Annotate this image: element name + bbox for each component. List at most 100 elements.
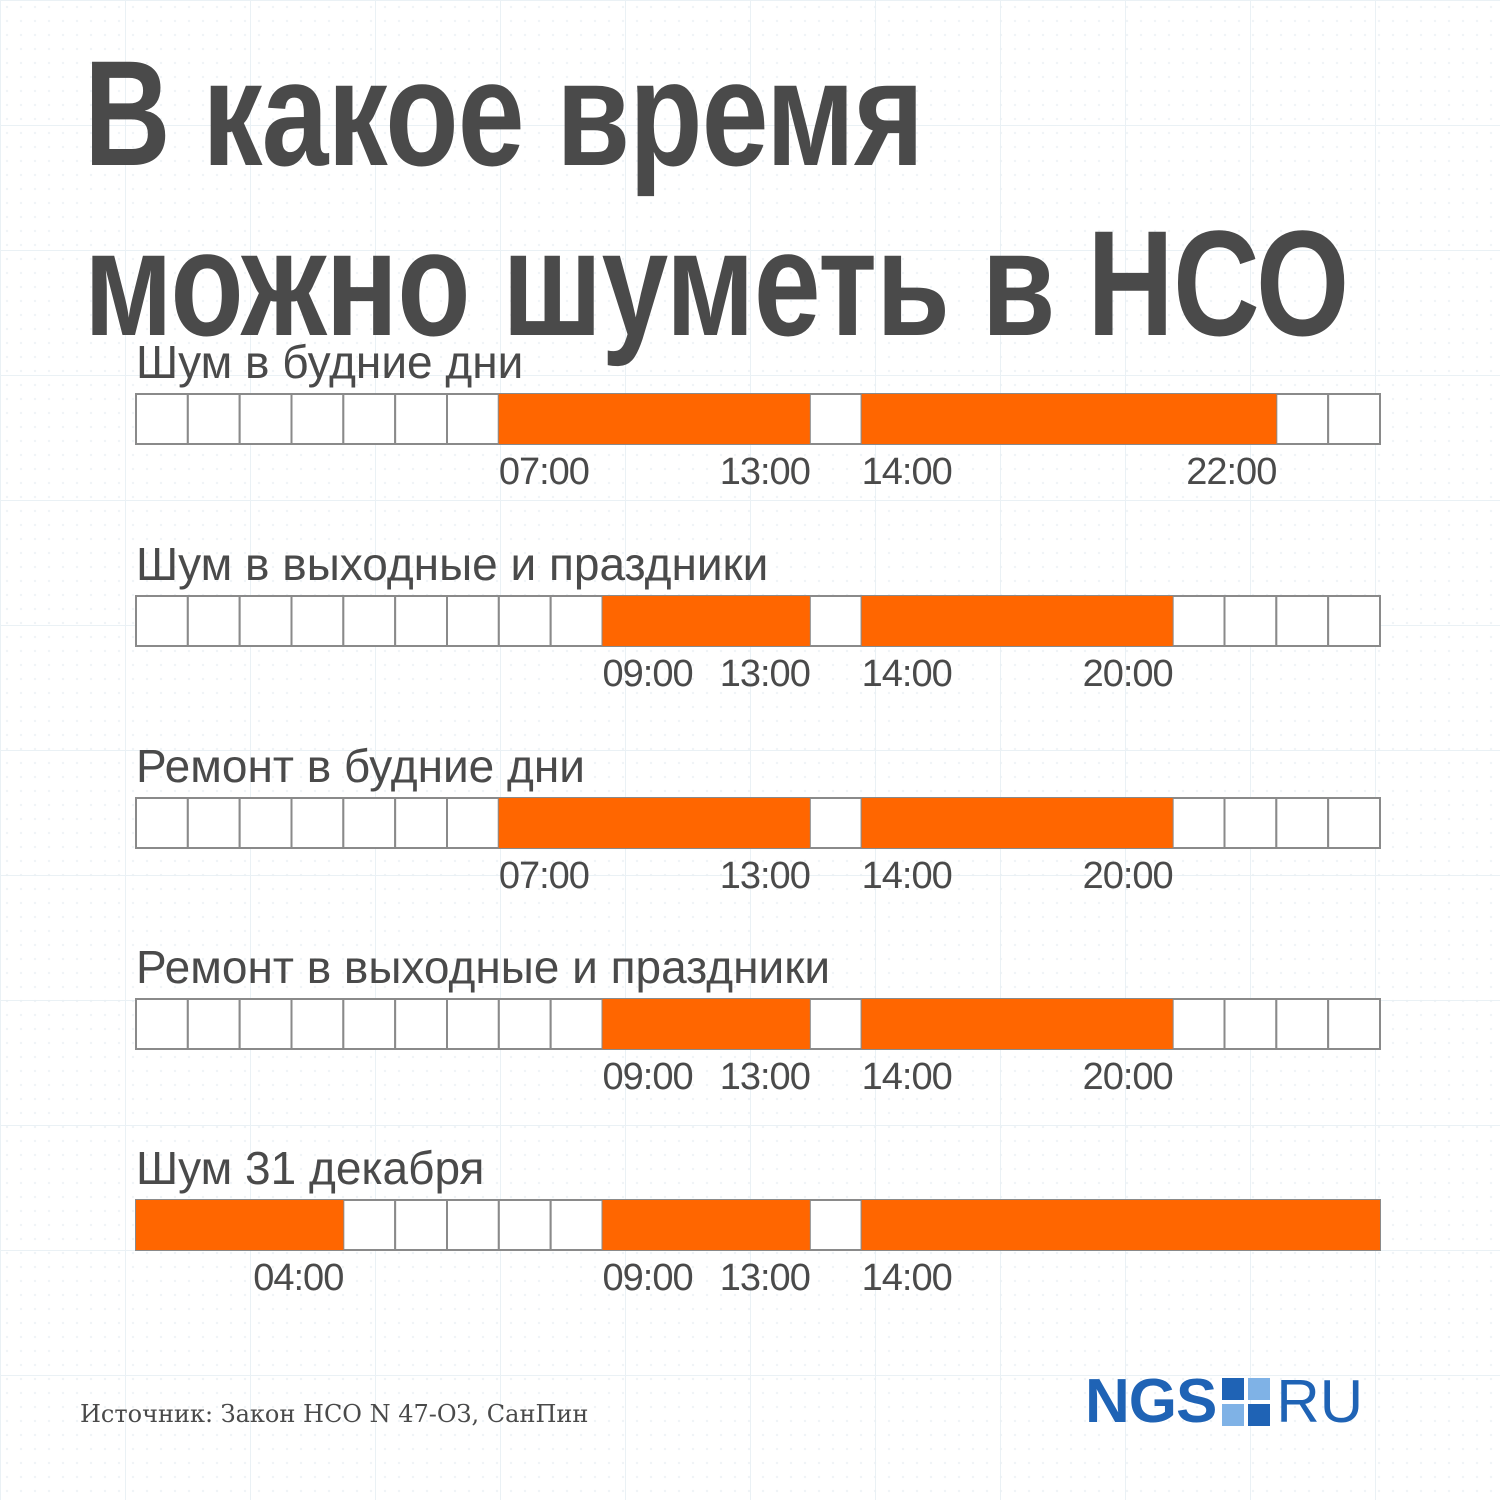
hour-cell [1223,595,1278,647]
row-label: Шум в будние дни [136,336,523,388]
hour-cell [1327,393,1381,445]
row-label: Шум в выходные и праздники [136,538,768,590]
hour-cell [135,393,189,445]
tick-label: 13:00 [720,1056,810,1098]
hour-cell [446,393,500,445]
tick-label: 22:00 [1186,451,1276,493]
tick-label: 09:00 [603,1056,693,1098]
tick-label: 07:00 [499,855,589,897]
hour-cell [342,393,397,445]
allowed-interval-bar [498,394,810,444]
hour-cell [238,595,293,647]
allowed-interval-bar [861,999,1173,1049]
page-title: В какое время можно шуметь в НСО [84,28,1349,368]
hour-cell [394,797,448,849]
allowed-interval-bar [602,999,810,1049]
hour-cell [135,797,189,849]
hour-cell [1171,797,1226,849]
hour-cell [394,595,448,647]
hour-cell [808,595,863,647]
timeline-row: Ремонт в будние дни 07:00 13:00 14:00 20:00 [135,740,1381,897]
tick-label: 13:00 [720,653,810,695]
hour-cell [549,1199,604,1251]
timeline-row: Шум 31 декабря 04:00 09:00 13:00 14:00 [135,1142,1381,1299]
hour-cell [549,595,604,647]
hour-cell [1327,797,1381,849]
allowed-interval-bar [602,596,810,646]
hour-cell [1327,595,1381,647]
ngs-logo: NGS RU [1085,1367,1364,1436]
hour-cell [1171,595,1226,647]
hour-cell [186,998,241,1050]
tick-label: 14:00 [862,1257,952,1299]
allowed-interval-bar [861,394,1277,444]
hour-cell [808,393,863,445]
tick-label: 13:00 [720,1257,810,1299]
logo-ngs-text: NGS [1085,1367,1217,1436]
hour-cell [497,998,552,1050]
hour-cell [446,998,500,1050]
tick-label: 14:00 [862,1056,952,1098]
timeline-row: Шум в будние дни 07:00 13:00 14:00 22:00 [135,336,1381,493]
hour-cell [808,998,863,1050]
hour-cell [290,595,345,647]
hour-cell [238,797,293,849]
hour-cell [135,998,189,1050]
tick-label: 20:00 [1083,855,1173,897]
tick-label: 14:00 [862,451,952,493]
hour-cell [135,595,189,647]
tick-label: 09:00 [603,653,693,695]
hour-cell [1171,998,1226,1050]
hour-cell [342,1199,397,1251]
hour-cell [1223,797,1278,849]
hour-cell [1275,393,1330,445]
tick-label: 13:00 [720,855,810,897]
ngs-square-icon [1222,1378,1271,1426]
tick-label: 07:00 [499,451,589,493]
tick-label: 20:00 [1083,1056,1173,1098]
allowed-interval-bar [861,596,1173,646]
row-label: Ремонт в будние дни [136,740,585,792]
hour-cell [446,1199,500,1251]
hour-cell [238,393,293,445]
tick-label: 20:00 [1083,653,1173,695]
allowed-interval-bar [136,1200,344,1250]
hour-cell [394,393,448,445]
hour-cell [342,998,397,1050]
tick-label: 13:00 [720,451,810,493]
hour-cell [549,998,604,1050]
title-line-2: можно шуметь в НСО [84,199,1349,367]
tick-label: 04:00 [253,1257,343,1299]
allowed-interval-bar [602,1200,810,1250]
hour-cell [446,595,500,647]
hour-cell [342,595,397,647]
timeline-row: Ремонт в выходные и праздники 09:00 13:00 1… [135,941,1381,1098]
hour-cell [186,595,241,647]
allowed-interval-bar [861,1200,1380,1250]
hour-cell [290,998,345,1050]
hour-cell [1275,998,1330,1050]
title-line-1: В какое время [84,29,924,197]
hour-cell [446,797,500,849]
hour-cell [808,797,863,849]
hour-cell [497,595,552,647]
hour-cell [394,998,448,1050]
timeline-row: Шум в выходные и праздники 09:00 13:00 14:0… [135,538,1381,695]
hour-cell [394,1199,448,1251]
hour-cell [1223,998,1278,1050]
tick-label: 09:00 [603,1257,693,1299]
hour-cell [186,797,241,849]
hour-cell [342,797,397,849]
row-label: Ремонт в выходные и праздники [136,941,830,993]
hour-cell [290,797,345,849]
hour-cell [1275,595,1330,647]
allowed-interval-bar [498,798,810,848]
hour-cell [808,1199,863,1251]
source-note: Источник: Закон НСО N 47-ОЗ, СанПин [80,1400,589,1428]
hour-cell [1327,998,1381,1050]
tick-label: 14:00 [862,653,952,695]
hour-cell [497,1199,552,1251]
logo-ru-text: RU [1276,1368,1364,1435]
hour-cell [238,998,293,1050]
